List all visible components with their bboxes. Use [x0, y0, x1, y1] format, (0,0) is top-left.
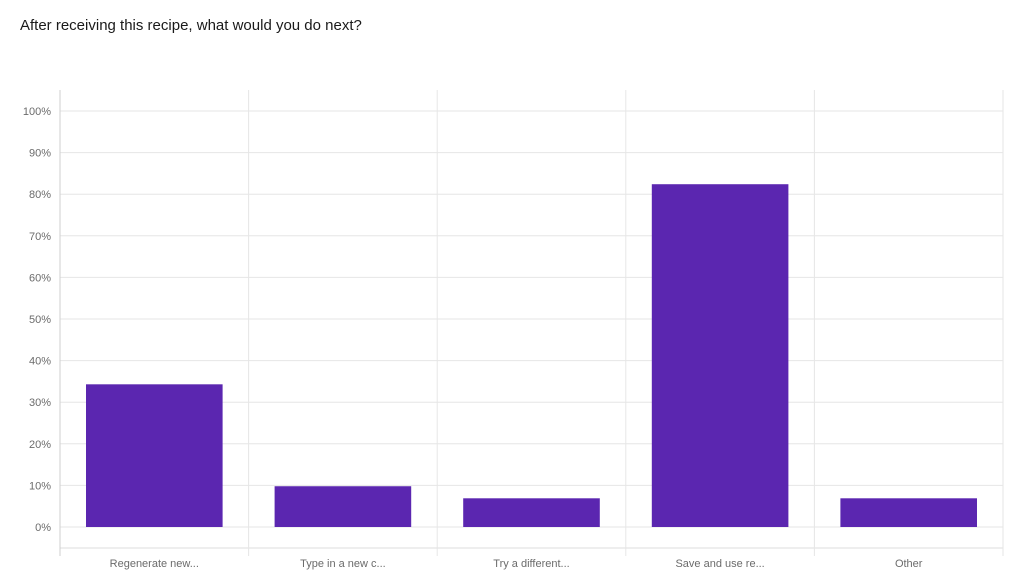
- y-tick-label: 20%: [29, 439, 51, 451]
- y-tick-label: 50%: [29, 314, 51, 326]
- bar: [463, 498, 600, 527]
- x-category-label: Other: [895, 558, 923, 570]
- y-tick-label: 10%: [29, 480, 51, 492]
- grid-lines: [59, 90, 1004, 556]
- x-category-label: Save and use re...: [675, 558, 764, 570]
- x-category-label: Regenerate new...: [110, 558, 199, 570]
- y-tick-label: 40%: [29, 356, 51, 368]
- y-tick-label: 60%: [29, 272, 51, 284]
- y-tick-label: 80%: [29, 189, 51, 201]
- y-tick-label: 90%: [29, 148, 51, 160]
- x-axis-category-labels: Regenerate new... Type in a new c... Try a…: [110, 558, 923, 570]
- bar: [86, 384, 223, 527]
- y-tick-label: 0%: [35, 522, 51, 534]
- y-axis-tick-labels: 0% 10% 20% 30% 40% 50% 60% 70% 80% 90% 100%: [23, 106, 51, 534]
- y-tick-label: 100%: [23, 106, 51, 118]
- bar: [651, 184, 789, 527]
- y-tick-label: 30%: [29, 397, 51, 409]
- x-category-label: Type in a new c...: [300, 558, 386, 570]
- bar: [274, 486, 412, 527]
- question-title: After receiving this recipe, what would …: [20, 17, 362, 34]
- bars: [86, 184, 977, 527]
- bar: [840, 498, 977, 527]
- y-tick-label: 70%: [29, 231, 51, 243]
- x-category-label: Try a different...: [493, 558, 569, 570]
